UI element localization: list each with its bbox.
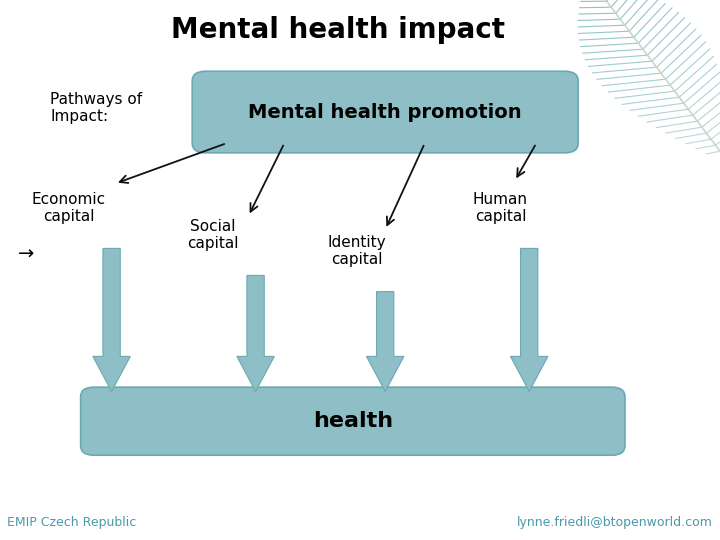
Text: Identity
capital: Identity capital <box>327 235 386 267</box>
Text: Pathways of
Impact:: Pathways of Impact: <box>50 92 143 124</box>
Text: →: → <box>18 244 35 264</box>
Text: Mental health impact: Mental health impact <box>171 16 505 44</box>
Polygon shape <box>237 275 274 391</box>
Text: Economic
capital: Economic capital <box>32 192 105 224</box>
Text: EMIP Czech Republic: EMIP Czech Republic <box>7 516 137 529</box>
FancyBboxPatch shape <box>81 387 625 455</box>
Polygon shape <box>510 248 548 392</box>
Text: Mental health promotion: Mental health promotion <box>248 103 522 122</box>
Text: Social
capital: Social capital <box>186 219 238 251</box>
Text: lynne.friedli@btopenworld.com: lynne.friedli@btopenworld.com <box>517 516 713 529</box>
FancyBboxPatch shape <box>192 71 578 153</box>
Text: Human
capital: Human capital <box>473 192 528 224</box>
Polygon shape <box>366 292 404 392</box>
Text: health: health <box>312 411 393 431</box>
Polygon shape <box>93 248 130 392</box>
